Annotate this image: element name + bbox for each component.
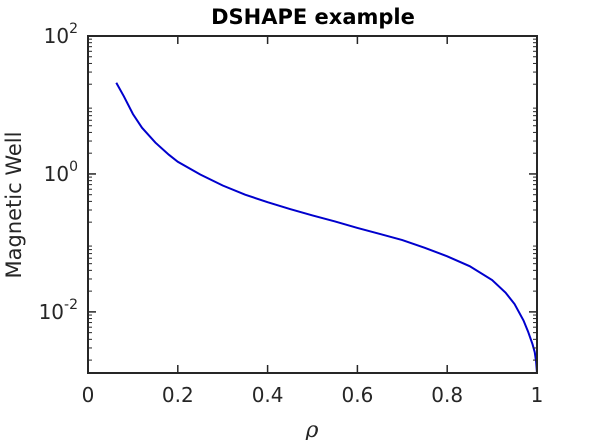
x-tick-label: 0.2 [162,383,194,407]
axes-box [87,35,538,374]
y-tick-label: 100 [44,159,78,186]
plot-area: 102 100 10-2 0 0.2 0.4 0.6 0.8 1 [39,21,544,407]
x-axis-label: ρ [305,418,319,440]
y-axis-label: Magnetic Well [2,132,26,279]
x-tick-label: 0 [82,383,95,407]
x-tick-label: 1 [531,383,544,407]
chart-title: DSHAPE example [211,5,415,29]
x-tick-label: 0.6 [341,383,373,407]
series-line-0 [115,82,538,374]
y-tick-label: 102 [44,21,78,48]
x-tick-label: 0.8 [431,383,463,407]
y-tick-label: 10-2 [39,297,78,324]
x-tick-label: 0.4 [252,383,284,407]
